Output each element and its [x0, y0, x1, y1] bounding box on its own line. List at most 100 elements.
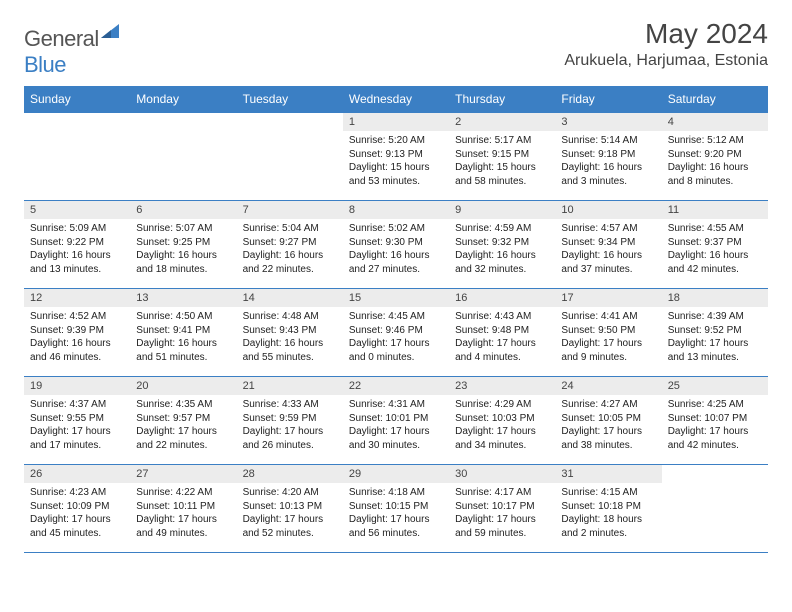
- day-number: 26: [24, 465, 130, 483]
- cell-body: Sunrise: 4:20 AMSunset: 10:13 PMDaylight…: [237, 483, 343, 543]
- cell-body: Sunrise: 4:15 AMSunset: 10:18 PMDaylight…: [555, 483, 661, 543]
- cell-line-dl2: and 13 minutes.: [30, 263, 124, 277]
- cell-line-dl2: and 22 minutes.: [243, 263, 337, 277]
- calendar-cell: 14Sunrise: 4:48 AMSunset: 9:43 PMDayligh…: [237, 289, 343, 377]
- calendar-cell: 8Sunrise: 5:02 AMSunset: 9:30 PMDaylight…: [343, 201, 449, 289]
- title-block: May 2024 Arukuela, Harjumaa, Estonia: [564, 18, 768, 70]
- cell-line-dl1: Daylight: 17 hours: [668, 337, 762, 351]
- cell-line-sr: Sunrise: 5:17 AM: [455, 134, 549, 148]
- cell-body: Sunrise: 4:27 AMSunset: 10:05 PMDaylight…: [555, 395, 661, 455]
- page: General Blue May 2024 Arukuela, Harjumaa…: [0, 0, 792, 553]
- cell-body: Sunrise: 4:50 AMSunset: 9:41 PMDaylight:…: [130, 307, 236, 367]
- cell-line-dl1: Daylight: 15 hours: [349, 161, 443, 175]
- calendar-cell: 23Sunrise: 4:29 AMSunset: 10:03 PMDaylig…: [449, 377, 555, 465]
- day-number: [24, 113, 130, 119]
- cell-line-dl2: and 2 minutes.: [561, 527, 655, 541]
- cell-line-dl2: and 0 minutes.: [349, 351, 443, 365]
- cell-line-dl2: and 42 minutes.: [668, 263, 762, 277]
- cell-line-ss: Sunset: 10:18 PM: [561, 500, 655, 514]
- cell-line-sr: Sunrise: 4:52 AM: [30, 310, 124, 324]
- day-number: 7: [237, 201, 343, 219]
- cell-line-ss: Sunset: 9:30 PM: [349, 236, 443, 250]
- cell-body: Sunrise: 4:33 AMSunset: 9:59 PMDaylight:…: [237, 395, 343, 455]
- cell-line-sr: Sunrise: 4:18 AM: [349, 486, 443, 500]
- calendar-cell: 10Sunrise: 4:57 AMSunset: 9:34 PMDayligh…: [555, 201, 661, 289]
- cell-line-dl1: Daylight: 16 hours: [136, 337, 230, 351]
- day-number: 9: [449, 201, 555, 219]
- cell-line-ss: Sunset: 9:15 PM: [455, 148, 549, 162]
- day-number: 4: [662, 113, 768, 131]
- cell-line-ss: Sunset: 9:18 PM: [561, 148, 655, 162]
- cell-line-dl2: and 27 minutes.: [349, 263, 443, 277]
- logo-text: General Blue: [24, 24, 119, 78]
- day-number: 15: [343, 289, 449, 307]
- cell-line-dl2: and 56 minutes.: [349, 527, 443, 541]
- cell-body: Sunrise: 4:41 AMSunset: 9:50 PMDaylight:…: [555, 307, 661, 367]
- cell-line-dl1: Daylight: 16 hours: [30, 249, 124, 263]
- cell-line-dl2: and 13 minutes.: [668, 351, 762, 365]
- cell-line-ss: Sunset: 10:01 PM: [349, 412, 443, 426]
- calendar-cell: 20Sunrise: 4:35 AMSunset: 9:57 PMDayligh…: [130, 377, 236, 465]
- day-number: 5: [24, 201, 130, 219]
- cell-line-sr: Sunrise: 4:27 AM: [561, 398, 655, 412]
- cell-line-sr: Sunrise: 4:31 AM: [349, 398, 443, 412]
- day-number: 17: [555, 289, 661, 307]
- cell-body: Sunrise: 4:23 AMSunset: 10:09 PMDaylight…: [24, 483, 130, 543]
- calendar-cell: 16Sunrise: 4:43 AMSunset: 9:48 PMDayligh…: [449, 289, 555, 377]
- cell-line-dl1: Daylight: 17 hours: [349, 337, 443, 351]
- cell-line-dl1: Daylight: 17 hours: [136, 425, 230, 439]
- cell-line-dl1: Daylight: 16 hours: [349, 249, 443, 263]
- cell-line-dl1: Daylight: 16 hours: [561, 161, 655, 175]
- dayname-sunday: Sunday: [24, 86, 130, 113]
- header: General Blue May 2024 Arukuela, Harjumaa…: [24, 18, 768, 78]
- cell-body: Sunrise: 4:45 AMSunset: 9:46 PMDaylight:…: [343, 307, 449, 367]
- cell-line-sr: Sunrise: 5:20 AM: [349, 134, 443, 148]
- cell-body: Sunrise: 5:14 AMSunset: 9:18 PMDaylight:…: [555, 131, 661, 191]
- cell-body: Sunrise: 4:17 AMSunset: 10:17 PMDaylight…: [449, 483, 555, 543]
- day-number: 10: [555, 201, 661, 219]
- day-number: 12: [24, 289, 130, 307]
- cell-line-ss: Sunset: 9:25 PM: [136, 236, 230, 250]
- day-number: 3: [555, 113, 661, 131]
- calendar-cell: 7Sunrise: 5:04 AMSunset: 9:27 PMDaylight…: [237, 201, 343, 289]
- cell-line-dl1: Daylight: 17 hours: [243, 513, 337, 527]
- cell-line-dl1: Daylight: 16 hours: [668, 249, 762, 263]
- calendar-cell: 5Sunrise: 5:09 AMSunset: 9:22 PMDaylight…: [24, 201, 130, 289]
- calendar-cell: 6Sunrise: 5:07 AMSunset: 9:25 PMDaylight…: [130, 201, 236, 289]
- day-number: 6: [130, 201, 236, 219]
- cell-line-dl2: and 58 minutes.: [455, 175, 549, 189]
- cell-line-sr: Sunrise: 4:39 AM: [668, 310, 762, 324]
- cell-line-dl1: Daylight: 17 hours: [455, 337, 549, 351]
- cell-line-sr: Sunrise: 4:29 AM: [455, 398, 549, 412]
- cell-body: Sunrise: 5:02 AMSunset: 9:30 PMDaylight:…: [343, 219, 449, 279]
- cell-line-sr: Sunrise: 4:22 AM: [136, 486, 230, 500]
- day-number: [130, 113, 236, 119]
- cell-line-sr: Sunrise: 5:02 AM: [349, 222, 443, 236]
- cell-line-sr: Sunrise: 4:15 AM: [561, 486, 655, 500]
- cell-line-dl1: Daylight: 16 hours: [30, 337, 124, 351]
- day-number: 28: [237, 465, 343, 483]
- cell-line-sr: Sunrise: 4:50 AM: [136, 310, 230, 324]
- day-number: 14: [237, 289, 343, 307]
- cell-line-dl2: and 9 minutes.: [561, 351, 655, 365]
- cell-line-sr: Sunrise: 4:17 AM: [455, 486, 549, 500]
- day-number: 21: [237, 377, 343, 395]
- cell-line-ss: Sunset: 9:46 PM: [349, 324, 443, 338]
- cell-line-ss: Sunset: 9:20 PM: [668, 148, 762, 162]
- cell-line-dl2: and 26 minutes.: [243, 439, 337, 453]
- cell-line-ss: Sunset: 9:41 PM: [136, 324, 230, 338]
- cell-line-dl2: and 51 minutes.: [136, 351, 230, 365]
- cell-body: Sunrise: 4:55 AMSunset: 9:37 PMDaylight:…: [662, 219, 768, 279]
- calendar-cell: 31Sunrise: 4:15 AMSunset: 10:18 PMDaylig…: [555, 465, 661, 553]
- calendar-row: 19Sunrise: 4:37 AMSunset: 9:55 PMDayligh…: [24, 377, 768, 465]
- cell-line-sr: Sunrise: 5:12 AM: [668, 134, 762, 148]
- cell-line-ss: Sunset: 10:13 PM: [243, 500, 337, 514]
- cell-body: Sunrise: 4:43 AMSunset: 9:48 PMDaylight:…: [449, 307, 555, 367]
- cell-line-sr: Sunrise: 4:37 AM: [30, 398, 124, 412]
- logo-part2: Blue: [24, 52, 66, 77]
- day-number: 30: [449, 465, 555, 483]
- dayname-wednesday: Wednesday: [343, 86, 449, 113]
- cell-line-ss: Sunset: 9:39 PM: [30, 324, 124, 338]
- calendar-cell: 12 Sunrise: 4:52 AMSunset: 9:39 PMDayligh…: [24, 289, 130, 377]
- cell-body: Sunrise: 5:04 AMSunset: 9:27 PMDaylight:…: [237, 219, 343, 279]
